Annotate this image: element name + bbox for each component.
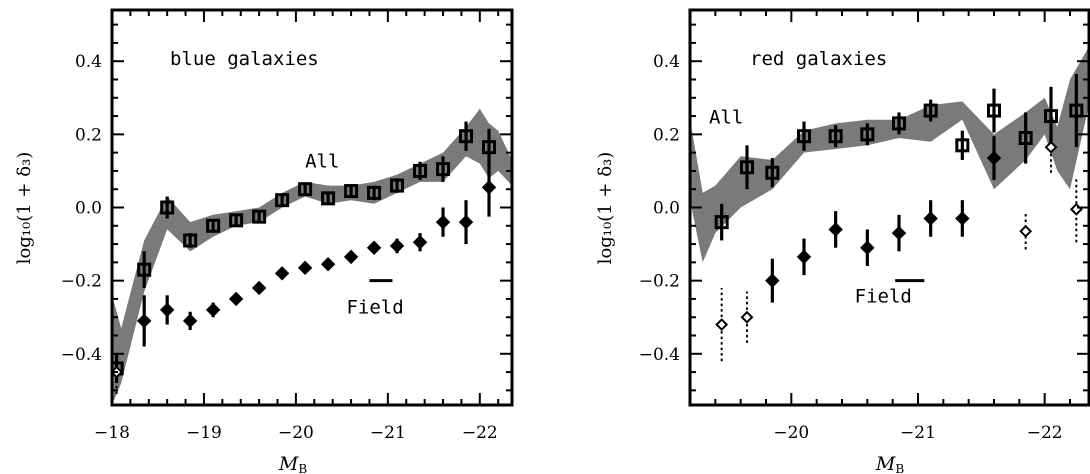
y-tick-label: −0.2 <box>639 272 680 292</box>
field-data-point <box>860 240 875 255</box>
field-data-point <box>1069 202 1083 216</box>
field-data-point <box>481 180 497 195</box>
all-annotation: All <box>305 150 339 172</box>
y-tick-label: −0.4 <box>61 345 102 365</box>
all-annotation: All <box>709 106 743 128</box>
y-tick-label: 0.4 <box>75 52 102 72</box>
all-data-point <box>1018 131 1033 146</box>
all-data-point <box>206 218 221 233</box>
field-data-point <box>366 240 382 255</box>
field-data-point <box>412 235 428 250</box>
field-data-point <box>136 313 152 329</box>
field-data-point <box>251 280 267 296</box>
all-data-point <box>923 103 938 118</box>
all-data-point <box>1069 103 1084 118</box>
y-tick-label: 0.2 <box>653 125 680 145</box>
all-data-point <box>390 178 405 193</box>
field-data-point <box>1019 224 1033 238</box>
y-tick-label: 0.0 <box>75 199 102 219</box>
y-axis-title: log₁₀(1 + δ₃) <box>14 152 35 265</box>
blue-galaxies-panel: −18 −19 −20 −21 −22 −0.4 −0.2 0.0 0.2 0.4 blue ga… <box>14 8 514 474</box>
all-data-point <box>367 185 382 200</box>
y-tick-label: 0.4 <box>653 52 680 72</box>
all-data-point <box>137 262 152 277</box>
field-data-point <box>458 214 474 230</box>
all-galaxies-band <box>690 46 1089 263</box>
red-galaxies-panel: −20 −21 −22−0.4−0.20.00.20.4 red galaxies … <box>595 8 1090 474</box>
field-data-point <box>274 266 290 281</box>
blue-galaxies-title: blue galaxies <box>170 48 319 70</box>
all-data-point <box>160 200 175 215</box>
y-tick-label: −0.2 <box>61 272 102 292</box>
all-data-point <box>459 129 474 144</box>
all-data-point <box>229 213 244 228</box>
field-data-point <box>891 225 907 241</box>
field-data-point <box>343 249 359 265</box>
all-data-point <box>797 129 811 144</box>
all-data-point <box>183 233 198 248</box>
all-galaxies-band <box>112 108 512 405</box>
x-tick-label: −21 <box>900 423 936 443</box>
all-data-point <box>828 129 843 144</box>
x-tick-label: −21 <box>370 423 406 443</box>
all-data-point <box>987 103 1001 118</box>
field-data-point <box>955 211 970 226</box>
all-data-point <box>740 160 754 175</box>
y-tick-label: −0.4 <box>639 345 680 365</box>
x-tick-label: −19 <box>186 423 222 443</box>
x-axis-title: MB <box>278 453 307 474</box>
all-data-point <box>765 165 780 180</box>
all-data-point <box>892 116 906 131</box>
y-axis-title: log₁₀(1 + δ₃) <box>595 152 616 265</box>
x-tick-label: −18 <box>94 423 130 443</box>
field-data-point <box>228 291 244 307</box>
field-data-point <box>1044 140 1058 154</box>
field-annotation: Field <box>855 286 912 308</box>
all-data-point <box>413 163 428 178</box>
field-data-point <box>828 222 843 237</box>
field-data-point <box>159 302 175 318</box>
field-data-point <box>715 318 729 331</box>
field-data-point <box>320 256 336 272</box>
field-data-point <box>297 260 313 276</box>
y-tick-label: 0.0 <box>653 199 680 219</box>
field-data-point <box>796 249 812 265</box>
field-data-point <box>182 313 198 329</box>
field-data-point <box>740 310 754 324</box>
x-tick-label: −22 <box>462 423 498 443</box>
field-data-point <box>205 302 221 318</box>
x-tick-label: −20 <box>773 423 809 443</box>
field-annotation: Field <box>346 297 403 319</box>
all-data-point <box>482 140 497 155</box>
all-data-point <box>275 193 290 208</box>
all-data-point <box>714 215 729 230</box>
all-data-point <box>252 209 267 224</box>
all-data-point <box>344 184 359 199</box>
field-data-point <box>389 238 405 254</box>
x-tick-label: −22 <box>1027 423 1063 443</box>
red-galaxies-title: red galaxies <box>750 48 887 70</box>
field-data-point <box>923 211 938 226</box>
all-data-point <box>321 191 336 206</box>
field-data-point <box>765 273 780 288</box>
field-data-point <box>435 214 451 230</box>
y-tick-label: 0.2 <box>75 125 102 145</box>
x-tick-label: −20 <box>278 423 314 443</box>
all-data-point <box>860 127 875 142</box>
x-axis-title: MB <box>875 453 904 474</box>
field-data-point <box>986 150 1002 166</box>
all-data-point <box>436 162 451 177</box>
all-data-point <box>955 138 970 153</box>
all-data-point <box>298 182 313 197</box>
